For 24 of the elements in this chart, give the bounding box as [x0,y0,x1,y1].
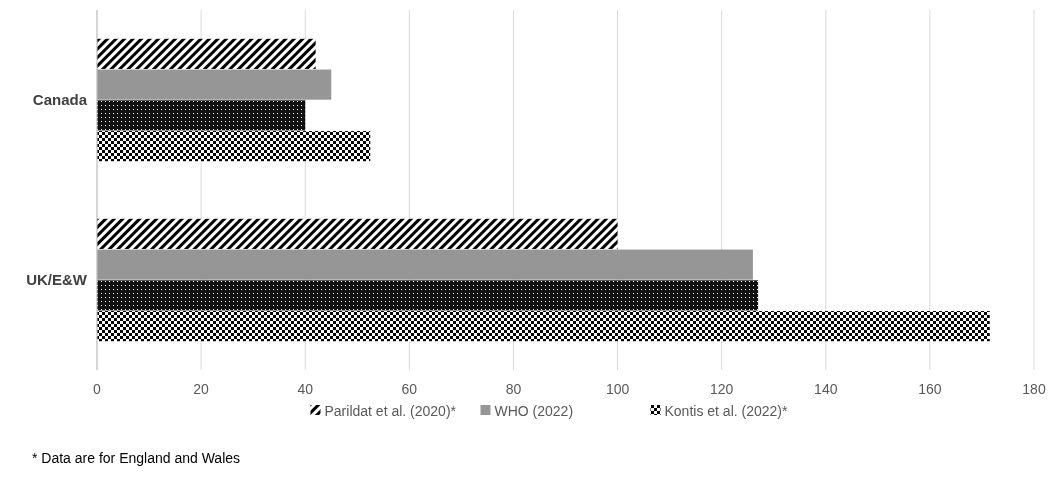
y-tick-label: Canada [32,91,88,109]
x-tick-label: 160 [918,381,942,397]
x-tick-label: 0 [93,381,102,397]
bar [97,218,618,249]
bar [97,249,753,280]
legend-label: Parildat et al. (2020)* [324,402,457,419]
x-tick-label: 80 [505,381,522,397]
x-tick-label: 40 [297,381,314,397]
x-tick-label: 100 [605,381,630,397]
x-tick-label: 60 [401,381,418,397]
bar [97,280,759,311]
x-tick-label: 180 [1022,381,1046,397]
text: * Data are for England and Wales [32,450,241,466]
bar [97,38,316,69]
bar [97,131,371,162]
bar [97,311,990,342]
x-tick-label: 20 [193,381,210,397]
x-tick-label: 140 [814,381,838,397]
bar [97,69,332,100]
legend-label: Kontis et al. (2022)* [664,402,789,419]
y-tick-label: UK/E&W [26,271,88,289]
x-tick-label: 120 [709,381,734,397]
bar [97,100,306,131]
legend-label: WHO (2022) [494,402,574,419]
